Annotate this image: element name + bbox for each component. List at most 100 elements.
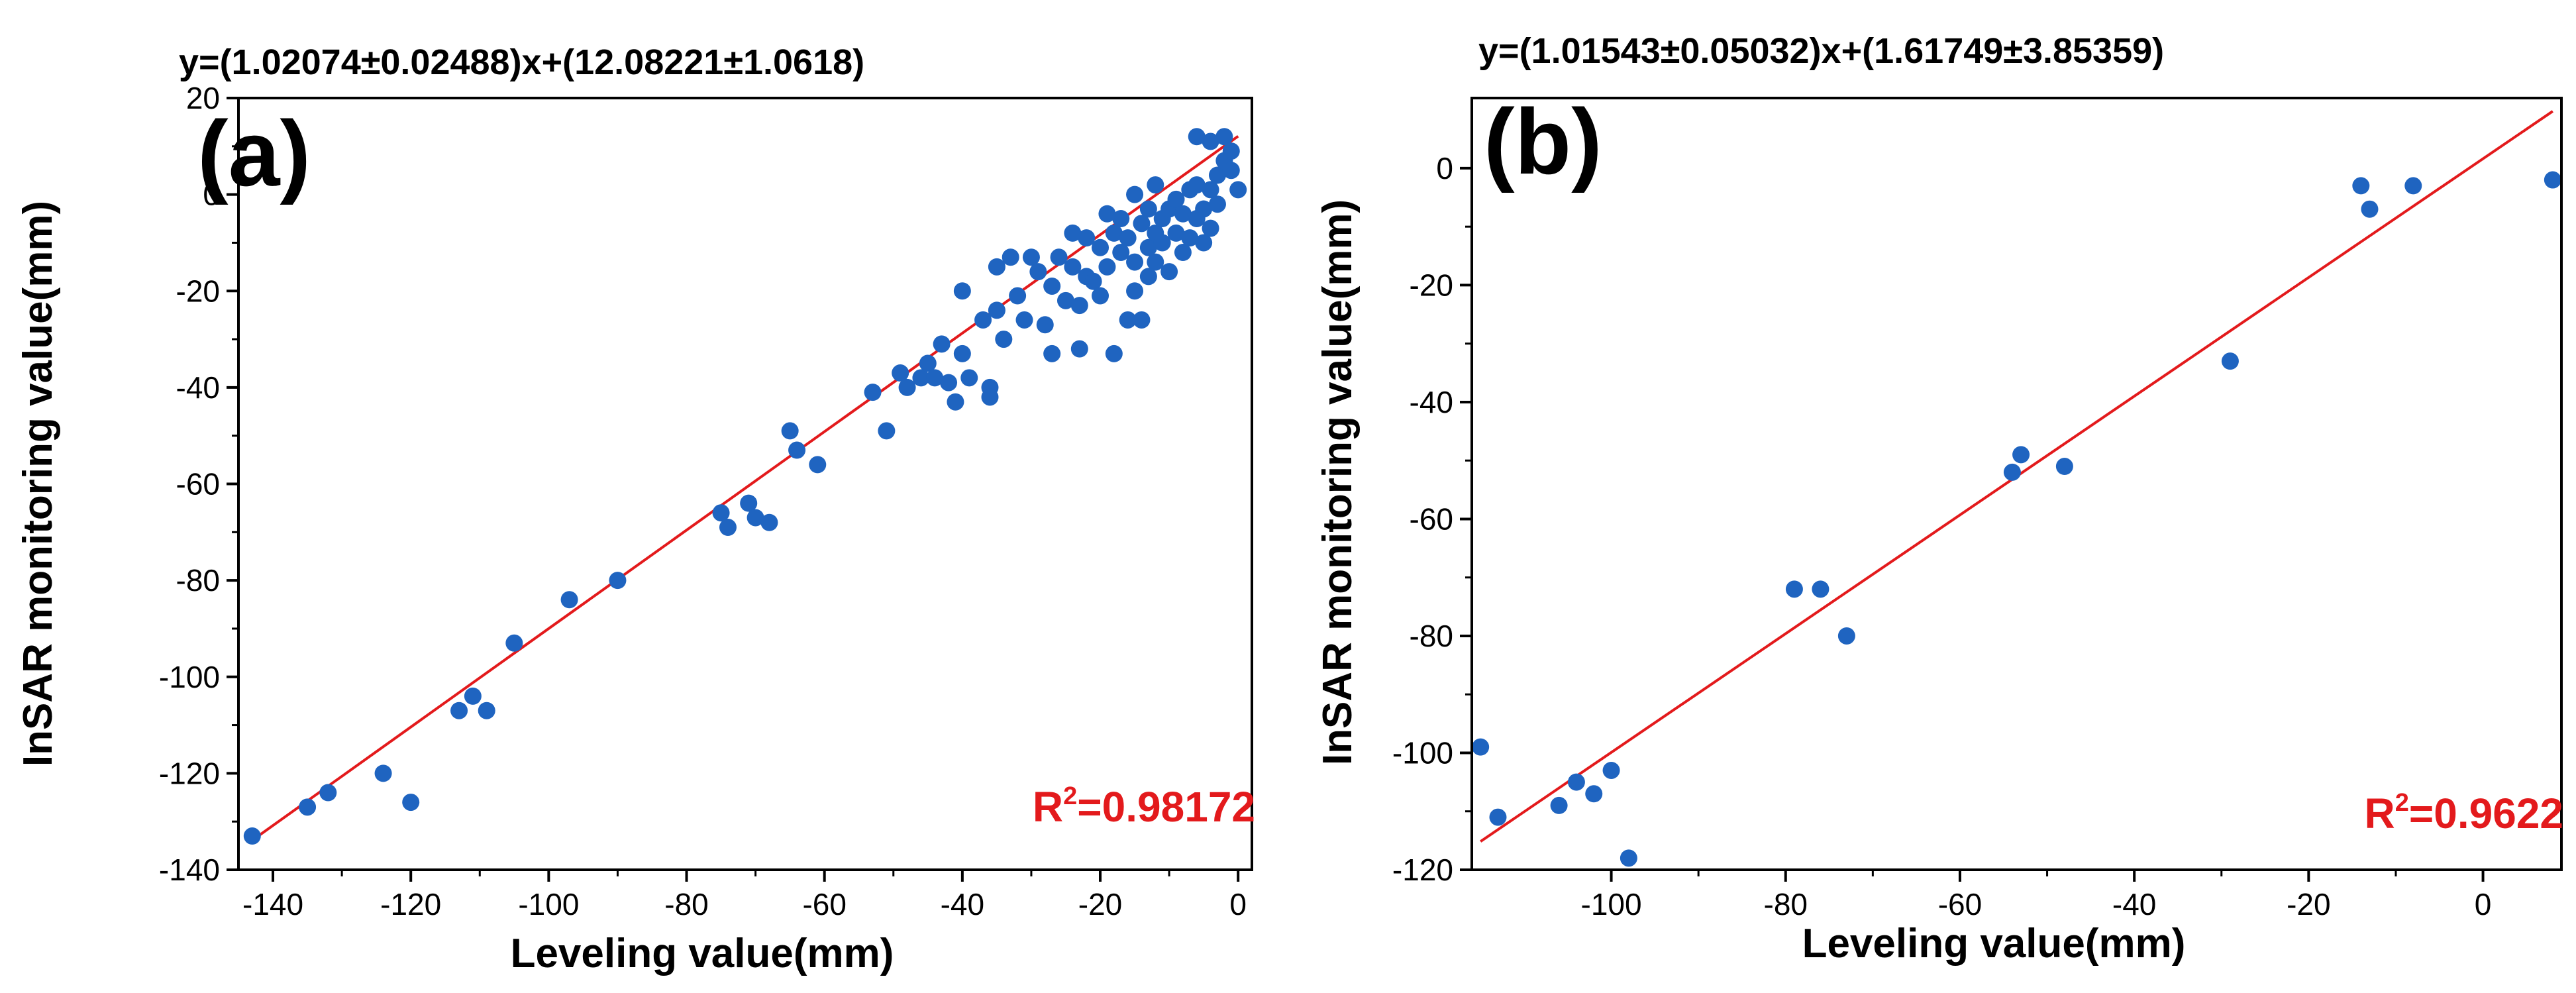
panel-a-point xyxy=(747,509,764,527)
panel-a-xtick-label: -120 xyxy=(380,887,441,921)
panel-a-point xyxy=(1029,263,1047,281)
panel-b-point xyxy=(1602,761,1620,779)
panel-a-point xyxy=(374,764,392,782)
panel-a-point xyxy=(1160,263,1178,281)
panel-a-point xyxy=(1022,248,1040,266)
panel-a-point xyxy=(1139,268,1157,286)
panel-a-xtick-label: -80 xyxy=(664,887,708,921)
panel-a-point xyxy=(505,634,523,652)
panel-a-point xyxy=(1174,205,1192,223)
panel-a-point xyxy=(926,369,944,387)
panel-b-points xyxy=(1472,171,2561,867)
panel-a-point xyxy=(1195,234,1213,252)
panel-b-r2-base: R xyxy=(2365,790,2395,837)
panel-a-point xyxy=(1139,200,1157,218)
panel-b-ytick-label: -100 xyxy=(1392,735,1453,770)
panel-b-point xyxy=(1837,627,1855,645)
panel-a-r2: R2=0.98172 xyxy=(1033,782,1255,831)
panel-a-point xyxy=(1188,176,1206,194)
panel-b-ytick-label: 0 xyxy=(1436,151,1453,185)
panel-a-point xyxy=(402,794,420,811)
panel-a-point xyxy=(781,422,799,440)
panel-b-point xyxy=(1620,849,1637,867)
panel-a-point xyxy=(1167,190,1185,208)
panel-a-fit-line xyxy=(251,135,1239,842)
panel-a-point xyxy=(1078,229,1096,247)
panel-a-point xyxy=(988,258,1005,276)
panel-a-point xyxy=(919,354,937,372)
panel-a-ytick-label: -100 xyxy=(159,660,220,694)
panel-a-point xyxy=(1092,238,1109,256)
panel-a-point xyxy=(1222,162,1240,180)
panel-b-equation: y=(1.01543±0.05032)x+(1.61749±3.85359) xyxy=(1478,31,2164,71)
panel-a-point xyxy=(1015,311,1033,329)
panel-b-xtick-label: 0 xyxy=(2475,887,2492,921)
panel-a-ytick-label: -40 xyxy=(176,370,220,405)
panel-b-point xyxy=(2012,446,2030,464)
panel-a-equation: y=(1.02074±0.02488)x+(12.08221±1.0618) xyxy=(179,42,864,82)
panel-a-point xyxy=(1119,229,1137,247)
panel-b-ytick-label: -120 xyxy=(1392,853,1453,887)
panel-a-point xyxy=(450,702,468,719)
panel-b-point xyxy=(1489,808,1507,826)
panel-a-point xyxy=(1043,344,1061,362)
panel-a-r2-value: =0.98172 xyxy=(1077,783,1255,831)
panel-a-point xyxy=(1147,176,1164,194)
panel-a-point xyxy=(1084,272,1102,290)
panel-b-ylabel: InSAR monitoring value(mm) xyxy=(1315,199,1361,765)
panel-a-xtick-label: -140 xyxy=(242,887,303,921)
panel-a-point xyxy=(712,504,730,522)
panel-a-point xyxy=(1105,224,1123,242)
panel-a-point xyxy=(1002,248,1019,266)
panel-b-point xyxy=(1472,738,1490,756)
panel-a-point xyxy=(878,422,896,440)
panel-a-point xyxy=(1098,205,1116,223)
panel-a-point xyxy=(988,301,1005,319)
panel-a-point xyxy=(1112,244,1130,261)
panel-a-point xyxy=(243,827,261,845)
panel-b-xtick-label: -80 xyxy=(1764,887,1808,921)
panel-a-point xyxy=(995,331,1013,348)
panel-a-point xyxy=(478,702,495,719)
panel-a-point xyxy=(953,282,971,300)
panel-a-points xyxy=(243,128,1247,845)
panel-a-r2-base: R xyxy=(1033,783,1063,831)
panel-b-point xyxy=(1550,796,1568,814)
panel-a-ticks: -140 -120 -100 -80 -60 -40 -20 0 -140 -120 -100 -80… xyxy=(159,81,1247,921)
panel-b-xlabel: Leveling value(mm) xyxy=(1802,921,2186,967)
panel-a-point xyxy=(1208,195,1226,213)
panel-a-point xyxy=(1036,316,1054,334)
panel-a-point xyxy=(1050,248,1068,266)
panel-b-point xyxy=(1585,785,1603,803)
panel-a-xtick-label: -40 xyxy=(941,887,984,921)
panel-a-point xyxy=(1126,185,1144,203)
panel-b-point xyxy=(2003,463,2021,481)
panel-a-xlabel: Leveling value(mm) xyxy=(511,931,894,976)
panel-a-xtick-label: -60 xyxy=(802,887,846,921)
panel-a-point xyxy=(1195,200,1213,218)
panel-a-point xyxy=(864,384,882,401)
panel-b-xtick-label: -100 xyxy=(1581,887,1642,921)
panel-a-xtick-label: -100 xyxy=(518,887,579,921)
panel-a-point xyxy=(1229,181,1247,199)
panel-a-point xyxy=(1133,215,1151,233)
panel-a-point xyxy=(1043,277,1061,295)
panel-a-ytick-label: 0 xyxy=(203,178,220,212)
panel-a-label: (a) xyxy=(197,101,311,205)
panel-a-ytick-label: -80 xyxy=(176,563,220,598)
panel-a-xtick-label: -20 xyxy=(1078,887,1122,921)
panel-a-point xyxy=(299,798,317,816)
panel-a-point xyxy=(1202,132,1219,150)
panel-a-point xyxy=(319,784,337,802)
panel-a: y=(1.02074±0.02488)x+(12.08221±1.0618) -… xyxy=(15,42,1255,976)
panel-a-point xyxy=(940,374,958,392)
panel-a-ytick-label: -60 xyxy=(176,467,220,501)
panel-a-point xyxy=(1208,166,1226,184)
panel-a-point xyxy=(788,441,806,459)
panel-b-point xyxy=(2221,352,2239,370)
panel-a-point xyxy=(1119,311,1137,329)
panel-b-point xyxy=(2352,177,2370,195)
panel-a-point xyxy=(719,519,737,537)
panel-a-point xyxy=(912,369,930,387)
